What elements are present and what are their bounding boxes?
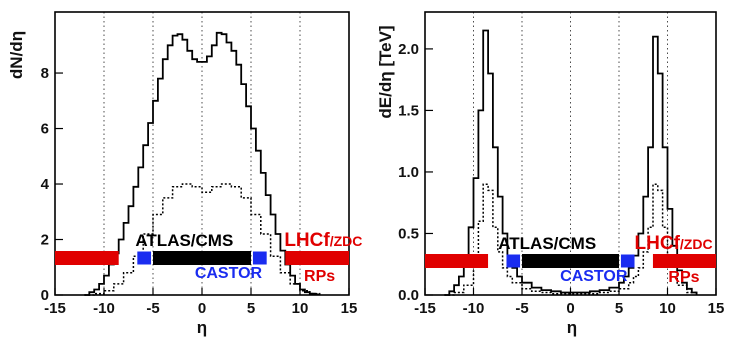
detector-bar-atlas-cms [153, 251, 251, 265]
detector-bar-atlas-cms [522, 254, 619, 268]
detector-bar-castor [137, 251, 152, 265]
x-tick-label: -10 [93, 300, 115, 317]
detector-label-rps: RPs [304, 268, 335, 285]
y-tick-label: 0.0 [398, 287, 419, 304]
x-axis-title: η [197, 318, 207, 337]
y-tick-label: 1.0 [398, 164, 419, 181]
detector-bar-castor [620, 254, 635, 268]
y-tick-label: 8 [41, 65, 49, 82]
x-tick-label: 5 [615, 300, 623, 317]
x-tick-label: -10 [463, 300, 485, 317]
detector-bar-rps [652, 254, 716, 268]
x-tick-label: 0 [198, 300, 206, 317]
y-tick-label: 0 [41, 287, 49, 304]
detector-bar-castor [252, 251, 267, 265]
lhcf-label-sub: /ZDC [330, 233, 363, 249]
y-tick-label: 0.5 [398, 225, 419, 242]
series-line-dotted [84, 183, 321, 296]
detector-label-rps: RPs [668, 269, 699, 286]
detector-bar-lhcf-zdc [55, 251, 119, 265]
y-tick-label: 4 [41, 176, 50, 193]
series-line-solid [444, 29, 698, 296]
detector-label-lhcf: LHCf/ZDC [284, 230, 362, 251]
lhcf-label-sub: /ZDC [680, 236, 713, 252]
y-axis-title: dE/dη [TeV] [376, 25, 395, 118]
lhcf-label-main: LHCf [284, 230, 330, 251]
lhcf-label-main: LHCf [635, 233, 681, 254]
detector-label-atlas: ATLAS/CMS [135, 231, 233, 250]
x-tick-label: -15 [44, 300, 66, 317]
x-tick-label: 5 [247, 300, 255, 317]
y-tick-label: 1.5 [398, 102, 419, 119]
x-tick-label: 0 [566, 300, 574, 317]
detector-label-castor: CASTOR [560, 268, 628, 285]
x-axis-title: η [567, 318, 577, 337]
x-tick-label: -15 [414, 300, 436, 317]
series-line-dotted [444, 183, 698, 296]
x-tick-label: -5 [146, 300, 159, 317]
y-tick-label: 6 [41, 121, 49, 138]
detector-label-atlas: ATLAS/CMS [498, 234, 596, 253]
x-tick-label: 10 [292, 300, 309, 317]
detector-bar-castor [506, 254, 521, 268]
x-tick-label: 15 [708, 300, 725, 317]
detector-bar-lhcf-zdc [425, 254, 489, 268]
series-line-solid [84, 31, 321, 296]
y-axis-title: dN/dη [7, 31, 26, 79]
y-tick-label: 2.0 [398, 41, 419, 58]
detector-label-castor: CASTOR [195, 265, 263, 282]
x-tick-label: -5 [515, 300, 528, 317]
x-tick-label: 15 [341, 300, 358, 317]
detector-label-lhcf: LHCf/ZDC [635, 233, 713, 254]
detector-bar-rps [285, 251, 349, 265]
x-tick-label: 10 [659, 300, 676, 317]
y-tick-label: 2 [41, 232, 49, 249]
